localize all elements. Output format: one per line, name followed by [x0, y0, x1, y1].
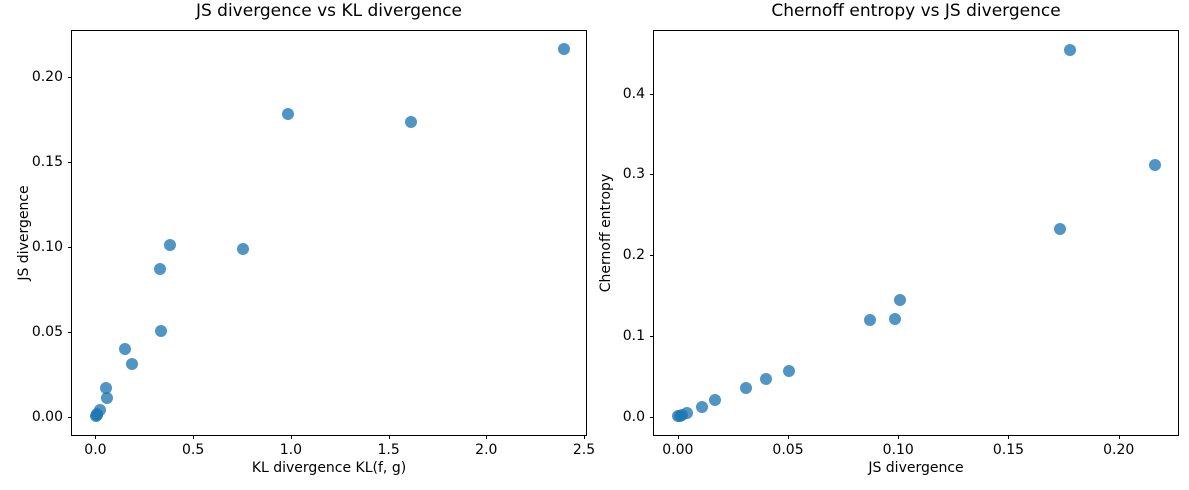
data-point [740, 382, 753, 395]
data-point [888, 312, 901, 325]
y-tick-mark [650, 255, 654, 257]
data-point [696, 400, 709, 413]
axes-area: 0.0 0.5 1.0 1.5 2.0 2.5 0.00 0.05 0.10 0.15 0.20 [32, 30, 595, 458]
y-axis-label: JS divergence [16, 185, 32, 281]
data-point [153, 262, 166, 275]
data-point [1149, 158, 1162, 171]
x-tick-label: 2.0 [475, 442, 498, 458]
y-tick-label: 0.0 [622, 408, 645, 425]
x-tick-mark [1118, 435, 1120, 439]
y-tick-mark [68, 246, 72, 248]
x-tick-mark [290, 435, 292, 439]
data-point [100, 381, 112, 394]
data-point [863, 313, 876, 326]
x-tick-mark [1008, 435, 1010, 439]
data-point [100, 391, 113, 404]
y-axis-label: Chernoff entropy [598, 173, 614, 293]
x-tick-label: 2.5 [572, 442, 596, 458]
x-tick-mark [584, 435, 586, 439]
y-tick-label: 0.05 [31, 323, 63, 340]
plot-chernoff-vs-js: Chernoff entropy vs JS divergence Cherno… [598, 1, 1179, 476]
y-tick-mark [68, 331, 72, 333]
x-tick-label: 0.10 [882, 442, 914, 458]
y-tick-label: 0.00 [31, 408, 63, 425]
x-tick-label: 1.5 [377, 442, 400, 458]
y-tick-label: 0.1 [622, 327, 645, 344]
y-tick-mark [650, 93, 654, 95]
x-tick-mark [788, 435, 790, 439]
data-point [894, 293, 907, 306]
x-tick-label: 0.0 [84, 442, 107, 458]
data-point [125, 357, 138, 370]
x-tick-label: 0.05 [772, 442, 804, 458]
data-point [1064, 44, 1077, 57]
x-tick-mark [388, 435, 390, 439]
x-tick-mark [95, 435, 97, 439]
x-axis-label: JS divergence [868, 460, 964, 476]
data-point [759, 373, 772, 386]
x-tick-label: 0.15 [992, 442, 1025, 458]
x-axis-label: KL divergence KL(f, g) [251, 460, 407, 476]
data-point [281, 108, 294, 121]
data-point [237, 243, 250, 256]
data-point [118, 342, 131, 355]
y-tick-label: 0.4 [622, 85, 645, 102]
x-tick-label: 1.0 [279, 442, 303, 458]
axes-area: 0.00 0.05 0.10 0.15 0.20 0.0 0.1 0.2 0.3 0.4 [623, 30, 1179, 458]
y-tick-label: 0.2 [622, 247, 645, 264]
plot-js-vs-kl: JS divergence vs KL divergence JS diverg… [16, 1, 595, 476]
y-tick-mark [68, 416, 72, 418]
data-point [163, 238, 176, 251]
y-tick-mark [650, 416, 654, 418]
data-point [154, 324, 167, 337]
x-tick-label: 0.00 [662, 442, 694, 458]
y-tick-label: 0.10 [31, 238, 63, 255]
y-tick-mark [650, 335, 654, 337]
y-tick-label: 0.20 [31, 68, 63, 85]
y-tick-label: 0.15 [31, 153, 63, 170]
x-tick-label: 0.5 [182, 442, 205, 458]
data-point [783, 364, 796, 377]
y-tick-label: 0.3 [622, 166, 645, 183]
data-point [680, 407, 693, 420]
plot-title: JS divergence vs KL divergence [195, 1, 463, 21]
data-point [404, 115, 417, 128]
y-tick-mark [650, 174, 654, 176]
x-tick-mark [898, 435, 900, 439]
x-tick-mark [486, 435, 488, 439]
x-tick-label: 0.20 [1103, 442, 1135, 458]
x-tick-mark [677, 435, 679, 439]
y-tick-mark [68, 161, 72, 163]
y-tick-mark [68, 76, 72, 78]
data-point [709, 393, 722, 406]
data-point [557, 42, 570, 55]
plot-title: Chernoff entropy vs JS divergence [771, 1, 1061, 21]
data-point [94, 403, 107, 416]
data-point [1054, 223, 1067, 236]
x-tick-mark [193, 435, 195, 439]
